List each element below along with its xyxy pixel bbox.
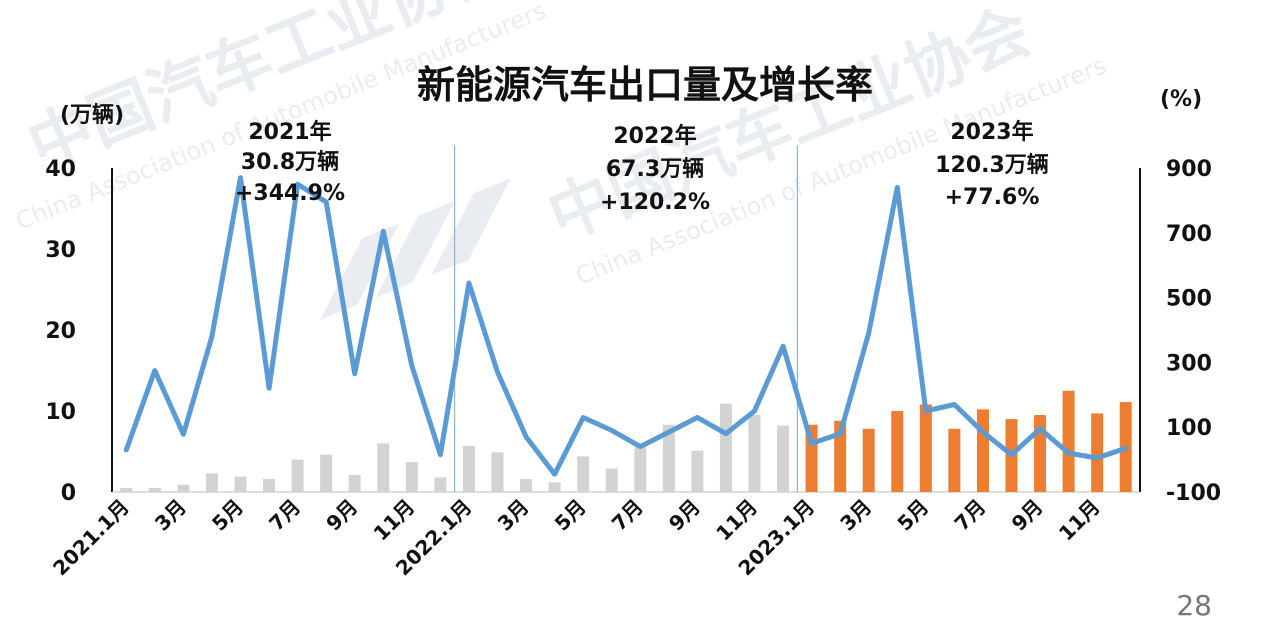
chart-title: 新能源汽车出口量及增长率	[417, 63, 873, 107]
volume-bar	[291, 459, 304, 492]
annotation-year: 2021年	[248, 119, 331, 145]
volume-bar	[948, 428, 961, 492]
volume-bar	[662, 424, 675, 492]
volume-bar	[205, 473, 218, 492]
volume-bar	[462, 445, 475, 492]
volume-bar	[434, 477, 447, 492]
annotation-year: 2022年	[613, 123, 696, 149]
volume-bar	[862, 428, 875, 492]
volume-bar	[1034, 415, 1047, 492]
volume-bar	[548, 482, 561, 492]
volume-bar	[520, 479, 533, 492]
x-tick-label: 3月	[150, 495, 191, 536]
right-tick-label: 500	[1166, 287, 1212, 312]
annotation-growth: +120.2%	[600, 190, 710, 215]
x-tick-label: 9月	[664, 495, 705, 536]
volume-bar	[691, 450, 704, 492]
x-tick-label: 5月	[550, 495, 591, 536]
year-annotation: 2023年 120.3万辆 +77.6%	[935, 119, 1049, 210]
growth-line	[123, 175, 1129, 477]
annotation-growth: +77.6%	[945, 185, 1040, 210]
volume-bar	[891, 411, 904, 492]
right-tick-label: 100	[1166, 416, 1212, 441]
right-axis-ticks: -100 100 300 500 700 900	[1166, 157, 1221, 506]
x-tick-label: 11月	[369, 495, 420, 546]
right-tick-label: 700	[1166, 222, 1212, 247]
x-tick-label: 5月	[207, 495, 248, 536]
x-tick-label: 7月	[607, 495, 648, 536]
annotation-growth: +344.9%	[235, 181, 345, 206]
annotation-year: 2023年	[950, 119, 1033, 145]
annotation-volume: 120.3万辆	[935, 152, 1049, 178]
volume-bar	[405, 462, 418, 492]
volume-bar	[120, 487, 133, 492]
left-tick-label: 40	[45, 157, 76, 182]
x-tick-label: 11月	[1054, 495, 1105, 546]
x-tick-label: 3月	[493, 495, 534, 536]
volume-bar	[605, 468, 618, 492]
volume-bar	[491, 452, 504, 492]
x-tick-label: 3月	[835, 495, 876, 536]
left-axis-unit: (万辆)	[60, 102, 124, 128]
volume-bar	[777, 425, 790, 492]
page-number: 28	[1176, 589, 1212, 622]
volume-bar	[320, 454, 333, 492]
volume-bar	[919, 404, 932, 492]
x-tick-label: 7月	[950, 495, 991, 536]
right-tick-label: 300	[1166, 351, 1212, 376]
volume-bar	[748, 415, 761, 492]
x-tick-label: 9月	[1007, 495, 1048, 536]
growth-rate-line	[123, 175, 1129, 477]
x-tick-label: 9月	[321, 495, 362, 536]
year-annotations: 2021年 30.8万辆 +344.9% 2022年 67.3万辆 +120.2% 2023…	[235, 119, 1049, 215]
x-tick-label: 7月	[264, 495, 305, 536]
left-tick-label: 20	[45, 319, 76, 344]
year-dividers	[454, 145, 798, 492]
volume-bar	[1062, 390, 1075, 492]
volume-bar	[234, 476, 247, 492]
year-annotation: 2021年 30.8万辆 +344.9%	[235, 119, 345, 206]
annotation-volume: 67.3万辆	[606, 156, 704, 182]
right-tick-label: -100	[1166, 481, 1221, 506]
volume-bar	[148, 487, 161, 492]
volume-bar	[1091, 413, 1104, 492]
volume-bar	[348, 474, 361, 492]
x-tick-label: 2021.1月	[48, 495, 134, 581]
volume-bar	[377, 443, 390, 492]
right-axis-unit: (%)	[1160, 87, 1202, 112]
volume-bar	[634, 446, 647, 492]
year-annotation: 2022年 67.3万辆 +120.2%	[600, 123, 710, 215]
left-axis-ticks: 0 10 20 30 40	[45, 157, 76, 506]
left-tick-label: 0	[61, 481, 76, 506]
left-tick-label: 30	[45, 238, 76, 263]
volume-bar	[976, 409, 989, 492]
x-tick-label: 5月	[892, 495, 933, 536]
plot-frame	[111, 168, 1141, 493]
volume-bar	[719, 403, 732, 492]
x-tick-label: 11月	[711, 495, 762, 546]
right-tick-label: 900	[1166, 157, 1212, 182]
volume-bar	[834, 420, 847, 492]
volume-bars	[120, 390, 1132, 492]
volume-bar	[177, 484, 190, 492]
left-tick-label: 10	[45, 400, 76, 425]
volume-bar	[263, 479, 276, 492]
annotation-volume: 30.8万辆	[241, 149, 339, 175]
volume-bar	[577, 456, 590, 492]
volume-bar	[805, 424, 818, 492]
